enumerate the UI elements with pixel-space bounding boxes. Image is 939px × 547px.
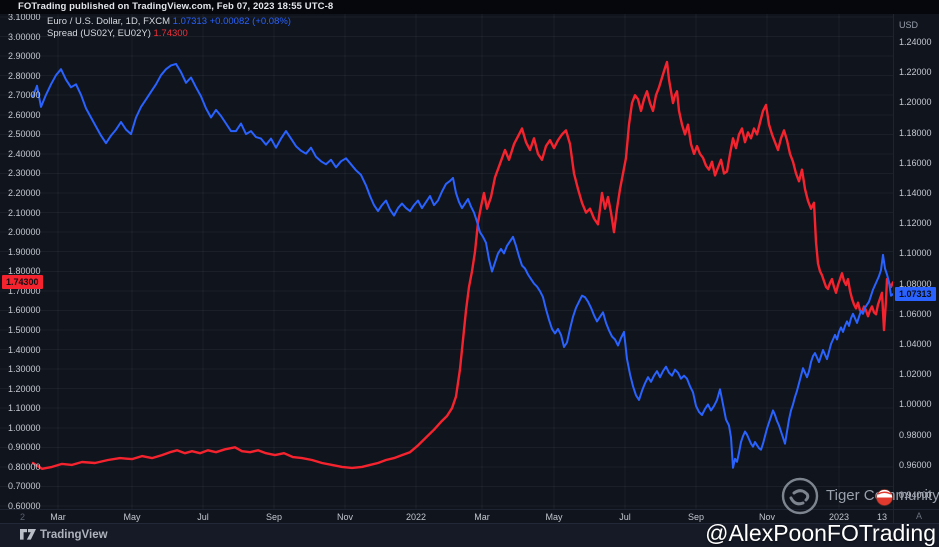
right-scale-unit-label: USD (899, 20, 919, 30)
right-axis-label: 1.10000 (899, 248, 932, 259)
left-axis-label: 2.50000 (8, 129, 41, 140)
left-axis-label: 3.00000 (8, 31, 41, 42)
time-axis-tick: May (123, 512, 141, 522)
right-axis-label: 0.96000 (899, 459, 932, 470)
right-axis-label: 1.14000 (899, 188, 932, 198)
time-axis-tick: 13 (876, 512, 888, 522)
spread-value: 1.74300 (153, 28, 188, 39)
spread-price-badge: 1.74300 (2, 275, 43, 290)
left-axis-label: 2.30000 (8, 168, 41, 179)
left-axis-label: 1.20000 (8, 383, 41, 394)
time-axis-tick: May (545, 512, 563, 522)
left-axis-label: 1.80000 (8, 266, 41, 277)
tiger-community-logo-icon (781, 477, 819, 515)
time-axis-tick: Jul (619, 512, 631, 522)
right-axis-label: 1.20000 (899, 97, 932, 108)
symbol-title: Euro / U.S. Dollar, 1D, FXCM (47, 16, 171, 27)
left-axis-label: 1.30000 (8, 364, 41, 375)
right-axis-label: 1.18000 (899, 127, 932, 138)
left-axis-label: 1.90000 (8, 246, 41, 257)
tradingview-logo-icon[interactable] (20, 529, 36, 543)
left-axis-label: 2.90000 (8, 51, 41, 62)
right-axis-label: 1.12000 (899, 218, 932, 229)
time-axis-tick: 2022 (405, 512, 427, 522)
right-axis-label: 1.06000 (899, 308, 932, 319)
chart-legend[interactable]: Euro / U.S. Dollar, 1D, FXCM 1.07313 +0.… (47, 16, 291, 40)
left-axis-label: 0.80000 (8, 461, 41, 472)
right-axis-label: 1.04000 (899, 339, 932, 349)
right-axis-label: 1.00000 (899, 399, 932, 410)
author-handle-watermark: @AlexPoonFOTrading (705, 520, 936, 546)
symbol-values: 1.07313 +0.00082 (+0.08%) (172, 16, 291, 27)
right-axis-label: 1.16000 (899, 157, 932, 168)
time-axis-tick: Sep (265, 512, 283, 522)
spread-title: Spread (US02Y, EU02Y) (47, 28, 151, 39)
right-axis-label: 1.08000 (899, 278, 932, 289)
time-axis-tick: 2 (20, 512, 26, 522)
right-scale-divider (893, 14, 894, 523)
eurusd-price-badge: 1.07313 (895, 286, 936, 301)
left-axis-label: 1.60000 (8, 305, 41, 316)
right-axis-label: 1.02000 (899, 369, 932, 380)
spread-line-series[interactable] (31, 60, 895, 470)
left-axis-label: 2.20000 (8, 188, 41, 199)
tradingview-brand-link[interactable]: TradingView (40, 529, 108, 541)
left-axis-label: 1.40000 (8, 344, 41, 355)
time-axis-tick: Sep (687, 512, 705, 522)
left-axis-label: 0.90000 (8, 442, 41, 453)
footer-bar: TradingView (0, 523, 939, 547)
left-axis-label: 2.70000 (8, 90, 41, 101)
publish-info-bar: FOTrading published on TradingView.com, … (0, 0, 939, 14)
left-axis-label: 2.00000 (8, 227, 41, 238)
community-avatar-icon (876, 489, 893, 506)
left-axis-label: 2.10000 (8, 207, 41, 218)
left-axis-label: 2.60000 (8, 109, 41, 120)
left-axis-label: 3.10000 (8, 12, 41, 22)
time-scale-divider (0, 509, 939, 510)
right-axis-label: 1.24000 (899, 37, 932, 47)
left-axis-label: 1.10000 (8, 403, 41, 414)
left-axis-label: 1.50000 (8, 324, 41, 335)
auto-scale-button[interactable]: A (916, 511, 923, 521)
left-axis-label: 1.00000 (8, 422, 41, 433)
left-axis-label: 0.60000 (8, 501, 41, 511)
time-axis-tick: Nov (758, 512, 776, 522)
time-axis-tick: Jul (197, 512, 209, 522)
right-axis-label: 0.98000 (899, 429, 932, 440)
legend-row-spread: Spread (US02Y, EU02Y) 1.74300 (47, 28, 291, 40)
time-axis-tick: Nov (336, 512, 354, 522)
left-axis-label: 1.70000 (8, 285, 41, 296)
time-axis-tick: Mar (50, 512, 66, 522)
time-axis-tick: 2023 (828, 512, 850, 522)
legend-row-symbol: Euro / U.S. Dollar, 1D, FXCM 1.07313 +0.… (47, 16, 291, 28)
left-axis-label: 2.80000 (8, 70, 41, 81)
left-axis-label: 2.40000 (8, 148, 41, 159)
publish-info-text: FOTrading published on TradingView.com, … (18, 1, 334, 12)
time-axis-tick: Mar (474, 512, 490, 522)
eurusd-line-series[interactable] (32, 62, 894, 469)
right-axis-label: 1.22000 (899, 67, 932, 78)
left-axis-label: 0.70000 (8, 481, 41, 492)
right-axis-label: 0.94000 (899, 490, 932, 500)
